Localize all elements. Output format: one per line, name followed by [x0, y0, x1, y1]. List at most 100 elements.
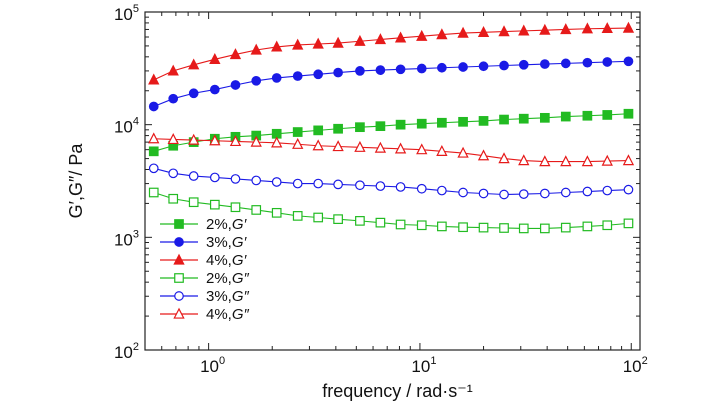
data-point	[416, 143, 428, 155]
data-point	[416, 220, 427, 231]
data-point	[582, 57, 593, 68]
legend-label: 2%,G″	[206, 270, 250, 287]
data-point	[209, 52, 221, 64]
data-point	[292, 178, 303, 189]
data-point	[148, 146, 159, 157]
legend-entry: 3%,G′	[160, 234, 248, 251]
data-point	[394, 142, 407, 154]
data-point	[148, 101, 159, 112]
data-point	[498, 152, 510, 164]
data-point	[623, 184, 634, 195]
y-axis-label: G′,G″/ Pa	[66, 143, 86, 219]
data-point	[602, 220, 613, 231]
data-point	[188, 88, 199, 99]
data-point	[560, 155, 572, 167]
data-point	[271, 73, 282, 83]
data-point	[539, 59, 550, 69]
data-point	[355, 122, 365, 133]
legend-marker	[174, 291, 184, 301]
data-point	[499, 114, 509, 125]
data-point	[271, 40, 283, 52]
data-point	[148, 132, 160, 144]
data-point	[374, 33, 387, 45]
x-tick-label: 102	[623, 355, 648, 376]
series-line	[153, 138, 629, 163]
data-point	[271, 177, 282, 187]
series-layer	[148, 21, 635, 234]
data-point	[458, 187, 468, 198]
x-tick-label: 101	[411, 355, 436, 376]
data-point	[539, 188, 550, 199]
data-point	[560, 222, 571, 233]
data-point	[518, 154, 530, 166]
data-point	[167, 133, 179, 145]
data-point	[313, 212, 324, 223]
data-point	[477, 25, 490, 37]
data-point	[188, 58, 200, 70]
data-point	[518, 223, 529, 234]
data-point	[602, 57, 613, 67]
data-point	[416, 63, 427, 74]
data-point	[332, 140, 344, 152]
data-point	[416, 118, 427, 129]
data-point	[375, 181, 386, 191]
data-point	[437, 62, 447, 73]
data-point	[499, 223, 509, 233]
data-point	[623, 108, 634, 119]
data-point	[436, 28, 448, 40]
data-point	[539, 23, 551, 35]
series-4	[148, 187, 634, 234]
data-point	[168, 193, 179, 204]
series-6	[148, 132, 635, 167]
data-point	[229, 135, 242, 147]
legend-label: 4%,G″	[206, 306, 250, 323]
data-point	[354, 140, 366, 152]
data-point	[458, 222, 468, 233]
data-point	[394, 31, 407, 43]
x-axis-label: frequency / rad·s⁻¹	[322, 381, 473, 401]
data-point	[375, 65, 386, 75]
series-line	[153, 167, 629, 196]
data-point	[230, 174, 241, 184]
data-point	[499, 60, 509, 71]
plot-frame	[144, 11, 641, 351]
series-line	[153, 113, 629, 152]
data-point	[623, 218, 634, 229]
data-point	[333, 67, 343, 78]
data-point	[292, 38, 304, 50]
data-point	[478, 188, 489, 199]
data-point	[458, 62, 468, 72]
data-point	[333, 214, 343, 225]
legend-marker	[174, 237, 184, 247]
data-point	[312, 139, 324, 151]
y-tick-label: 104	[114, 116, 139, 137]
data-point	[457, 146, 469, 158]
legend-entry: 2%,G″	[160, 270, 250, 287]
data-point	[518, 24, 530, 36]
data-point	[518, 113, 529, 124]
data-point	[437, 185, 447, 196]
legend-label: 3%,G′	[206, 234, 248, 251]
data-point	[354, 34, 366, 46]
data-point	[581, 155, 594, 167]
legend: 2%,G′3%,G′4%,G′2%,G″3%,G″4%,G″	[160, 216, 250, 323]
data-point	[271, 136, 283, 148]
data-point	[250, 43, 262, 55]
data-point	[395, 119, 406, 130]
data-point	[602, 110, 613, 120]
data-point	[313, 69, 324, 80]
data-point	[230, 80, 241, 90]
data-point	[292, 127, 303, 137]
x-tick-label: 100	[200, 355, 225, 376]
legend-entry: 4%,G′	[160, 252, 248, 269]
data-point	[251, 75, 262, 86]
data-point	[539, 112, 550, 123]
data-point	[560, 23, 572, 35]
data-point	[229, 48, 242, 60]
legend-label: 2%,G′	[206, 216, 248, 233]
data-point	[601, 22, 613, 34]
series-3	[148, 21, 635, 85]
data-point	[168, 168, 179, 179]
data-point	[478, 116, 489, 126]
